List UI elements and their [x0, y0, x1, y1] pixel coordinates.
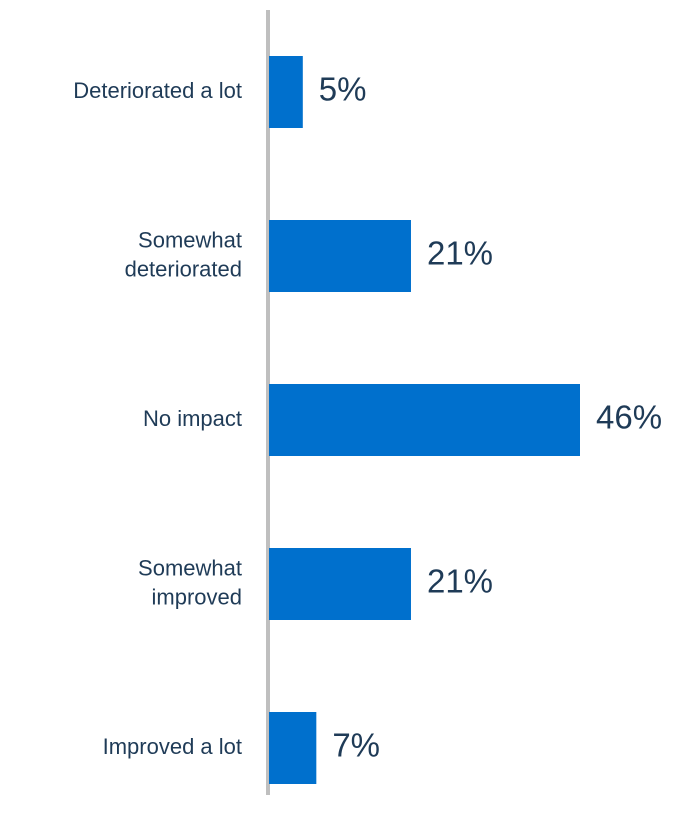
- value-label-0: 5%: [319, 71, 367, 108]
- category-labels-group: Deteriorated a lot Somewhat deteriorated No…: [73, 78, 242, 759]
- value-label-2: 46%: [596, 399, 662, 436]
- category-label-3: Somewhat improved: [138, 555, 242, 609]
- value-label-3: 21%: [427, 563, 493, 600]
- category-label-line: Somewhat: [138, 555, 242, 580]
- category-label-4: Improved a lot: [103, 734, 242, 759]
- bar-3: [269, 548, 411, 620]
- value-label-4: 7%: [332, 727, 380, 764]
- value-label-1: 21%: [427, 235, 493, 272]
- value-labels-group: 5% 21% 46% 21% 7%: [319, 71, 662, 764]
- bars-group: [269, 56, 580, 784]
- bar-0: [269, 56, 303, 128]
- category-label-line: improved: [152, 584, 242, 609]
- bar-4: [269, 712, 317, 784]
- category-label-line: No impact: [143, 406, 242, 431]
- category-label-line: deteriorated: [125, 256, 242, 281]
- category-label-line: Improved a lot: [103, 734, 242, 759]
- category-label-line: Somewhat: [138, 227, 242, 252]
- bar-1: [269, 220, 411, 292]
- category-label-line: Deteriorated a lot: [73, 78, 242, 103]
- category-label-1: Somewhat deteriorated: [125, 227, 242, 281]
- category-label-0: Deteriorated a lot: [73, 78, 242, 103]
- bar-2: [269, 384, 580, 456]
- category-label-2: No impact: [143, 406, 242, 431]
